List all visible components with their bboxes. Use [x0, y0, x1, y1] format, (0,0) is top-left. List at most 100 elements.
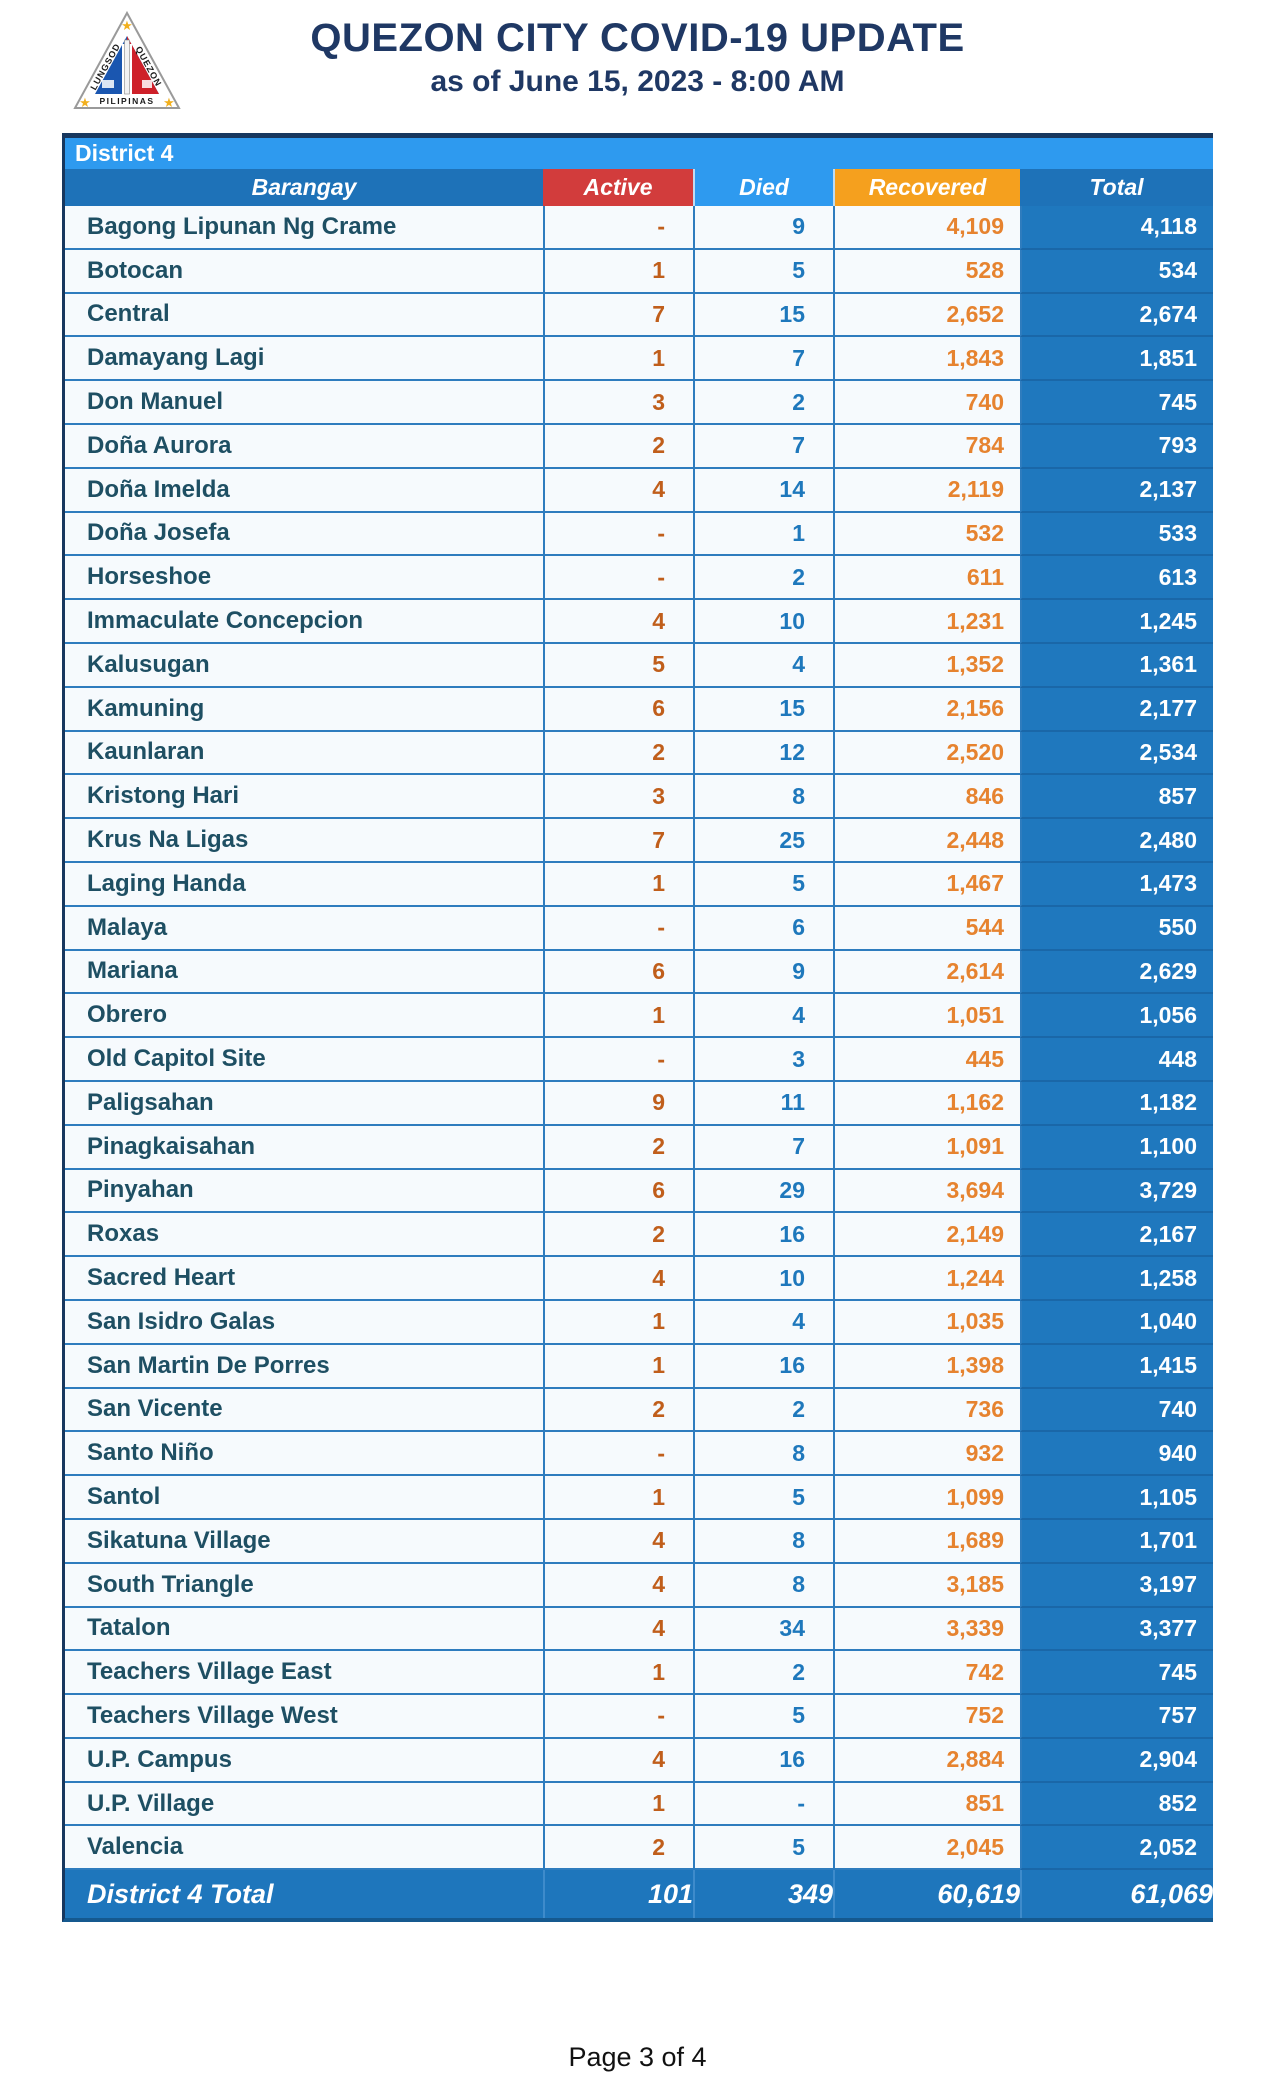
died-count: 8 — [693, 1432, 833, 1477]
total-count: 2,904 — [1020, 1738, 1213, 1783]
table-row: Santol 1 5 1,099 1,105 — [65, 1476, 1213, 1520]
recovered-count: 1,091 — [833, 1125, 1020, 1170]
barangay-name: Horseshoe — [65, 556, 543, 601]
recovered-count: 1,035 — [833, 1300, 1020, 1345]
total-count: 533 — [1020, 512, 1213, 557]
total-overall-count: 61,069 — [1020, 1870, 1213, 1919]
total-count: 1,473 — [1020, 862, 1213, 907]
recovered-count: 846 — [833, 775, 1020, 820]
table-row: U.P. Village 1 - 851 852 — [65, 1782, 1213, 1827]
total-count: 2,480 — [1020, 819, 1213, 863]
total-active-count: 101 — [543, 1870, 693, 1919]
barangay-name: Tatalon — [65, 1608, 543, 1652]
svg-text:★: ★ — [163, 95, 175, 110]
died-count: 4 — [693, 643, 833, 688]
total-count: 3,377 — [1020, 1607, 1213, 1652]
qc-seal-icon: ★ ★ ★ LUNGSOD QUEZON PILIPINAS — [73, 10, 181, 110]
table-row: Kamuning 6 15 2,156 2,177 — [65, 687, 1213, 732]
active-count: - — [543, 1038, 693, 1082]
total-count: 448 — [1020, 1038, 1213, 1082]
active-count: 2 — [543, 1213, 693, 1258]
died-count: 10 — [693, 1257, 833, 1301]
active-count: 6 — [543, 1169, 693, 1214]
barangay-name: Doña Josefa — [65, 513, 543, 557]
table-row: Doña Imelda 4 14 2,119 2,137 — [65, 468, 1213, 513]
table-row: Bagong Lipunan Ng Crame - 9 4,109 4,118 — [65, 206, 1213, 250]
total-row-label: District 4 Total — [87, 1878, 274, 1909]
barangay-name: U.P. Village — [65, 1783, 543, 1827]
table-row: Don Manuel 3 2 740 745 — [65, 381, 1213, 425]
recovered-count: 736 — [833, 1388, 1020, 1433]
recovered-count: 2,448 — [833, 819, 1020, 863]
recovered-count: 784 — [833, 424, 1020, 469]
barangay-name: Sacred Heart — [65, 1257, 543, 1301]
total-count: 3,197 — [1020, 1563, 1213, 1608]
died-count: 9 — [693, 206, 833, 250]
active-count: 1 — [543, 1651, 693, 1696]
page-title: QUEZON CITY COVID-19 UPDATE — [310, 16, 965, 60]
total-count: 745 — [1020, 381, 1213, 425]
died-count: 29 — [693, 1169, 833, 1214]
total-count: 1,105 — [1020, 1476, 1213, 1520]
table-row: Roxas 2 16 2,149 2,167 — [65, 1213, 1213, 1258]
total-count: 740 — [1020, 1388, 1213, 1433]
svg-text:★: ★ — [79, 95, 91, 110]
active-count: 1 — [543, 862, 693, 907]
recovered-count: 2,652 — [833, 293, 1020, 338]
barangay-name: Kristong Hari — [65, 775, 543, 820]
barangay-name: Doña Aurora — [65, 425, 543, 469]
barangay-name: San Martin De Porres — [65, 1345, 543, 1389]
active-count: 4 — [543, 600, 693, 644]
table-row: San Isidro Galas 1 4 1,035 1,040 — [65, 1300, 1213, 1345]
died-count: 5 — [693, 1695, 833, 1739]
table-row: Doña Aurora 2 7 784 793 — [65, 424, 1213, 469]
active-count: - — [543, 556, 693, 601]
table-row: Sikatuna Village 4 8 1,689 1,701 — [65, 1519, 1213, 1564]
barangay-name: South Triangle — [65, 1564, 543, 1608]
total-count: 1,100 — [1020, 1125, 1213, 1170]
recovered-count: 932 — [833, 1432, 1020, 1477]
died-count: 12 — [693, 731, 833, 776]
total-count: 793 — [1020, 424, 1213, 469]
recovered-count: 544 — [833, 906, 1020, 951]
died-count: 10 — [693, 600, 833, 644]
total-count: 2,137 — [1020, 468, 1213, 513]
died-count: 1 — [693, 512, 833, 557]
table-row: San Vicente 2 2 736 740 — [65, 1388, 1213, 1433]
recovered-count: 2,119 — [833, 468, 1020, 513]
active-count: 1 — [543, 1476, 693, 1520]
barangay-name: Krus Na Ligas — [65, 819, 543, 863]
active-count: 1 — [543, 1782, 693, 1827]
column-header-active: Active — [543, 169, 693, 206]
recovered-count: 2,520 — [833, 731, 1020, 776]
total-count: 757 — [1020, 1695, 1213, 1739]
table-row: Old Capitol Site - 3 445 448 — [65, 1038, 1213, 1082]
total-recovered-count: 60,619 — [833, 1870, 1020, 1919]
total-count: 534 — [1020, 249, 1213, 294]
barangay-name: Damayang Lagi — [65, 337, 543, 382]
recovered-count: 752 — [833, 1695, 1020, 1739]
active-count: - — [543, 906, 693, 951]
active-count: 1 — [543, 994, 693, 1039]
barangay-name: Mariana — [65, 951, 543, 995]
barangay-name: Valencia — [65, 1826, 543, 1871]
recovered-count: 611 — [833, 556, 1020, 601]
died-count: 2 — [693, 1651, 833, 1696]
recovered-count: 851 — [833, 1782, 1020, 1827]
total-count: 2,674 — [1020, 293, 1213, 338]
died-count: 16 — [693, 1738, 833, 1783]
column-header-recovered: Recovered — [833, 169, 1020, 206]
active-count: - — [543, 512, 693, 557]
recovered-count: 1,352 — [833, 643, 1020, 688]
table-row: Tatalon 4 34 3,339 3,377 — [65, 1607, 1213, 1652]
died-count: 15 — [693, 687, 833, 732]
table-row: Krus Na Ligas 7 25 2,448 2,480 — [65, 819, 1213, 863]
active-count: - — [543, 206, 693, 250]
recovered-count: 1,244 — [833, 1257, 1020, 1301]
active-count: 4 — [543, 1519, 693, 1564]
active-count: 7 — [543, 293, 693, 338]
barangay-name: Kaunlaran — [65, 732, 543, 776]
active-count: 3 — [543, 775, 693, 820]
table-row: Mariana 6 9 2,614 2,629 — [65, 950, 1213, 995]
active-count: 1 — [543, 1344, 693, 1389]
